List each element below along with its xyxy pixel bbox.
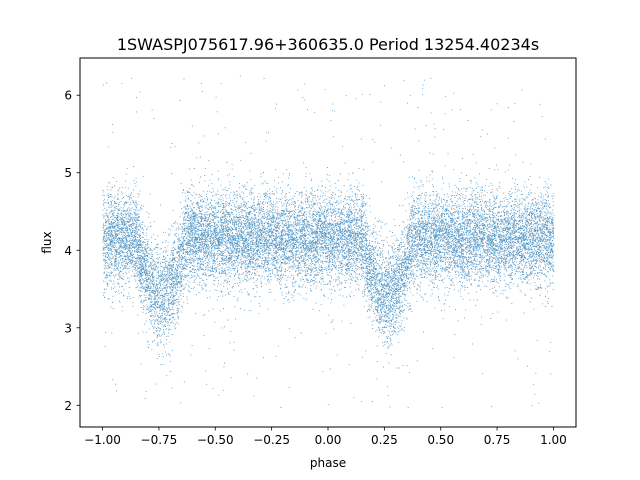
x-tick-label: 0.25 (371, 433, 398, 447)
x-tick-label: −1.00 (84, 433, 121, 447)
scatter-points (102, 75, 555, 409)
x-axis-ticks: −1.00 −0.75 −0.50 −0.25 0.00 0.25 0.50 0.75 1.00 (84, 427, 567, 447)
y-tick-label: 6 (64, 89, 72, 103)
x-tick-label: 0.75 (484, 433, 511, 447)
y-tick-label: 4 (64, 244, 72, 258)
x-tick-label: 0.50 (427, 433, 454, 447)
x-tick-label: 1.00 (540, 433, 567, 447)
x-axis-label: phase (310, 456, 346, 470)
y-axis-label: flux (40, 231, 54, 253)
plot-frame (79, 57, 577, 428)
x-tick-label: 0.00 (315, 433, 342, 447)
x-tick-label: −0.50 (197, 433, 234, 447)
x-tick-label: −0.25 (253, 433, 290, 447)
chart-title: 1SWASPJ075617.96+360635.0 Period 13254.4… (117, 35, 539, 54)
y-axis-ticks: 2 3 4 5 6 (64, 89, 80, 413)
x-tick-label: −0.75 (141, 433, 178, 447)
y-tick-label: 5 (64, 166, 72, 180)
y-tick-label: 2 (64, 399, 72, 413)
y-tick-label: 3 (64, 321, 72, 335)
data-point-cloud (102, 75, 555, 409)
